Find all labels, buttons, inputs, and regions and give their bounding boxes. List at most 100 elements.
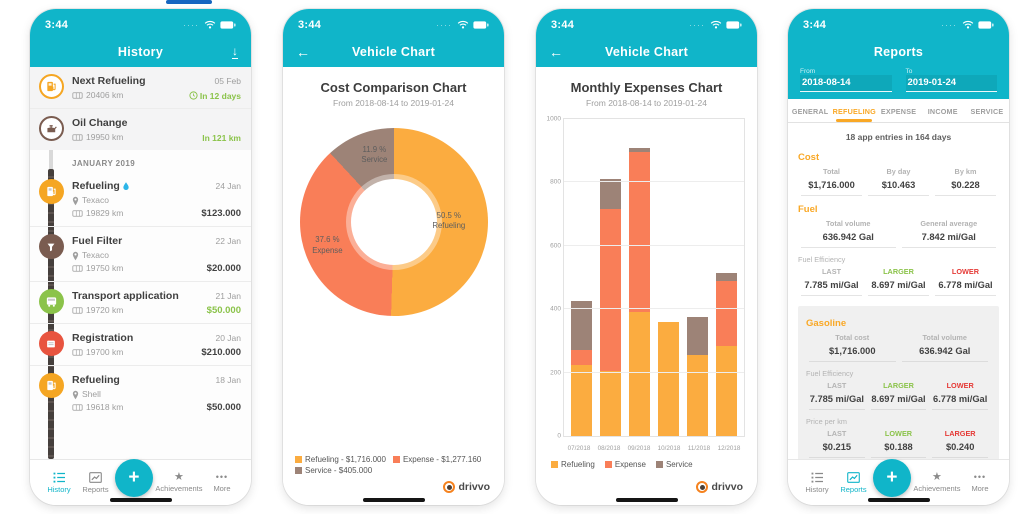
item-odometer: 19700 km [86, 347, 124, 357]
location-pin-icon [72, 251, 79, 260]
back-icon[interactable]: ← [549, 43, 563, 60]
bar-segment-service [629, 147, 650, 153]
oil-can-icon [38, 116, 64, 141]
tab-more[interactable]: ••• More [205, 472, 239, 493]
list-item-oil-change[interactable]: Oil Change 19950 km In 121 km [30, 109, 251, 150]
section-heading-gasoline: Gasoline [806, 318, 847, 329]
bar-segment-refueling [716, 345, 737, 436]
item-due: In 121 km [202, 132, 241, 143]
to-date-field[interactable]: To 2019-01-24 [905, 68, 997, 92]
fuel-pump-icon [38, 74, 64, 99]
back-icon[interactable]: ← [296, 43, 310, 60]
from-date-field[interactable]: From 2018-08-14 [800, 68, 892, 92]
reports-chart-icon [89, 471, 102, 483]
tab-achievements[interactable]: ★ Achievements [913, 472, 961, 494]
battery-icon [978, 20, 994, 29]
add-button[interactable]: + [872, 458, 911, 497]
odometer-icon [72, 404, 83, 411]
tab-reports[interactable]: Reports [78, 471, 112, 494]
tab-refueling[interactable]: REFUELING [832, 99, 876, 122]
legend-swatch-service [655, 461, 663, 468]
subsection-fuel-efficiency: Fuel Efficiency [806, 369, 854, 378]
item-title: Next Refueling [72, 75, 146, 87]
tab-label: Achievements [913, 484, 961, 493]
tab-reports[interactable]: Reports [836, 471, 870, 494]
add-button[interactable]: + [114, 458, 153, 497]
phone-screenshot-history: 3:44 ···· History ↓ Next Refueling 05 Fe… [30, 9, 251, 505]
gridline [564, 181, 744, 183]
stat-cell: LAST 7.785 mi/Gal [798, 264, 865, 296]
stat-cell: Total $1,716.000 [798, 164, 865, 196]
y-tick-label: 0 [557, 432, 561, 440]
bottom-nav: History Reports + ★ Achievements ••• Mor… [30, 458, 251, 505]
stat-cell: LAST $0.215 [806, 426, 868, 458]
legend-item: Expense [604, 460, 646, 469]
document-icon [38, 331, 64, 356]
item-location: Shell [82, 389, 101, 399]
month-header: JANUARY 2019 [30, 150, 251, 172]
bottom-nav: History Reports + ★ Achievements ••• Mor… [788, 458, 1009, 505]
list-item-fuel-filter[interactable]: Fuel Filter 22 Jan Texaco 19750 km $20.0… [30, 227, 251, 282]
tab-more[interactable]: ••• More [963, 472, 997, 493]
list-item-refueling-18jan[interactable]: Refueling 18 Jan Shell 19618 km $50.000 [30, 366, 251, 420]
item-date: 21 Jan [215, 291, 241, 301]
bar-segment-service [716, 272, 737, 281]
legend-item: Refueling [551, 460, 595, 469]
list-item-refueling-24jan[interactable]: Refueling 24 Jan Texaco 19829 km $123.00… [30, 172, 251, 227]
y-tick-label: 1000 [546, 115, 561, 123]
list-item-next-refueling[interactable]: Next Refueling 05 Feb 20406 km In 12 day… [30, 67, 251, 109]
page-title: History [117, 44, 164, 59]
chart-screen: Cost Comparison Chart From 2018-08-14 to… [283, 67, 504, 505]
fuel-efficiency-cells: LAST 7.785 mi/Gal LARGER 8.697 mi/Gal LOWE… [798, 264, 999, 296]
bar-segment-service [600, 179, 621, 210]
legend-item: Expense - $1,277.160 [392, 455, 481, 464]
tab-label: History [805, 484, 829, 494]
phone-screenshot-cost-comparison: 3:44 ···· ← Vehicle Chart Cost Compariso… [283, 9, 504, 505]
from-value[interactable]: 2018-08-14 [800, 75, 892, 92]
stat-cell: Total volume 636.942 Gal [798, 216, 899, 248]
download-icon[interactable]: ↓ [232, 43, 238, 59]
tab-income[interactable]: INCOME [927, 107, 958, 116]
gasoline-section: Gasoline Total cost $1,716.000 Total volu… [798, 306, 999, 459]
bus-icon [38, 289, 64, 314]
list-item-registration[interactable]: Registration 20 Jan 19700 km $210.000 [30, 324, 251, 366]
tab-history[interactable]: History [800, 472, 834, 494]
item-odometer: 19618 km [86, 402, 124, 412]
bar-chart: 0 200 400 600 800 1000 07/2018 08/2018 09/2018 1… [547, 116, 745, 452]
chart-title: Monthly Expenses Chart [570, 80, 723, 95]
home-indicator [867, 498, 930, 502]
bar-segment-expense [571, 350, 592, 365]
tab-service[interactable]: SERVICE [970, 107, 1004, 116]
partial-fill-icon [123, 181, 129, 190]
tab-label: Reports [840, 484, 867, 494]
bar-10/2018 [658, 119, 679, 436]
legend-item: Refueling - $1,716.000 [295, 455, 386, 464]
tab-achievements[interactable]: ★ Achievements [155, 472, 202, 494]
odometer-icon [72, 265, 83, 272]
bar-segment-refueling [600, 371, 621, 436]
wifi-icon [710, 20, 722, 29]
drivvo-logo-icon [696, 481, 709, 493]
tab-history[interactable]: History [42, 472, 76, 494]
y-tick-label: 400 [550, 305, 561, 313]
to-value[interactable]: 2019-01-24 [905, 75, 997, 92]
slice-label-refueling: 50.5 % Refueling [432, 210, 466, 231]
home-indicator [615, 498, 678, 502]
chart-screen: Monthly Expenses Chart From 2018-08-14 t… [536, 67, 757, 505]
x-tick-label: 12/2018 [717, 445, 741, 452]
battery-icon [726, 20, 742, 29]
status-time: 3:44 [551, 18, 575, 31]
item-date: 05 Feb [214, 76, 241, 86]
history-list-icon [53, 472, 65, 483]
battery-icon [473, 20, 489, 29]
wifi-icon [204, 20, 216, 29]
tab-expense[interactable]: EXPENSE [880, 107, 917, 116]
tab-general[interactable]: GENERAL [791, 107, 829, 116]
item-cost: $50.000 [206, 402, 241, 413]
list-item-transport-application[interactable]: Transport application 21 Jan 19720 km $5… [30, 282, 251, 324]
chart-legend: Refueling Expense Service [551, 460, 757, 469]
more-dots-icon: ••• [215, 472, 229, 482]
x-tick-label: 11/2018 [687, 445, 711, 452]
stat-cell: By day $10.463 [865, 164, 932, 196]
bar-07/2018 [571, 119, 592, 436]
